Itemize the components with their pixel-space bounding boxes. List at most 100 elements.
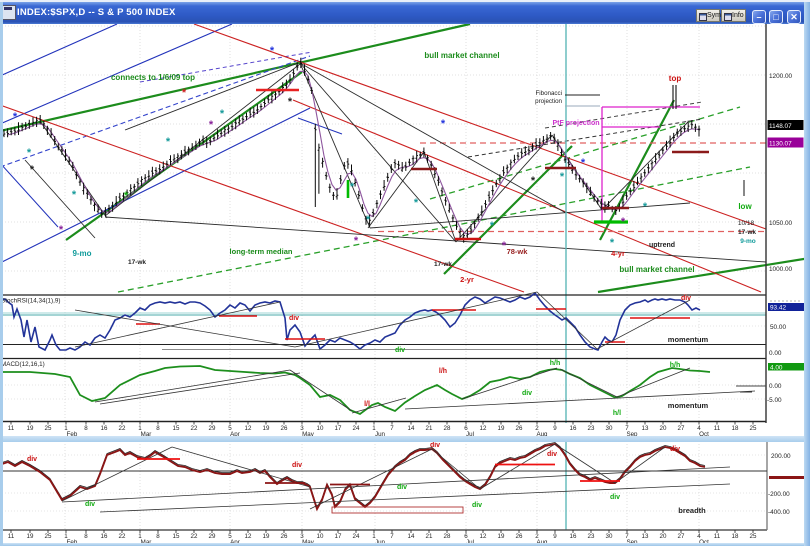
svg-text:19: 19 xyxy=(27,425,34,432)
svg-text:4: 4 xyxy=(697,533,701,540)
svg-text:5: 5 xyxy=(228,533,232,540)
svg-text:*: * xyxy=(288,96,293,108)
svg-text:Feb: Feb xyxy=(67,431,78,438)
svg-text:12: 12 xyxy=(480,533,487,540)
svg-text:21: 21 xyxy=(426,533,433,540)
svg-text:16: 16 xyxy=(570,425,577,432)
svg-text:17-wk: 17-wk xyxy=(738,229,756,236)
svg-text:May: May xyxy=(302,431,315,438)
svg-text:*: * xyxy=(502,240,507,252)
svg-text:9-mo: 9-mo xyxy=(72,249,91,258)
svg-text:50.00: 50.00 xyxy=(770,324,786,331)
svg-text:PtF projection: PtF projection xyxy=(552,120,599,127)
svg-text:connects to 1/6/09 top: connects to 1/6/09 top xyxy=(111,73,195,82)
svg-text:*: * xyxy=(27,147,32,159)
svg-text:11: 11 xyxy=(714,533,721,540)
svg-text:1: 1 xyxy=(372,425,376,432)
svg-text:10: 10 xyxy=(317,425,324,432)
svg-text:25: 25 xyxy=(45,533,52,540)
svg-text:28: 28 xyxy=(444,533,451,540)
svg-text:17-wk: 17-wk xyxy=(128,259,146,266)
svg-text:*: * xyxy=(414,197,419,209)
svg-text:div: div xyxy=(397,484,407,491)
svg-text:16: 16 xyxy=(570,533,577,540)
svg-text:25: 25 xyxy=(750,425,757,432)
svg-text:*: * xyxy=(560,171,565,183)
svg-text:momentum: momentum xyxy=(668,401,709,410)
svg-text:Aug: Aug xyxy=(536,431,548,438)
svg-text:15: 15 xyxy=(173,425,180,432)
svg-text:bull market channel: bull market channel xyxy=(619,265,694,274)
svg-text:7: 7 xyxy=(625,533,629,540)
svg-text:1: 1 xyxy=(64,533,68,540)
svg-text:8: 8 xyxy=(84,425,88,432)
svg-text:30: 30 xyxy=(606,425,613,432)
svg-text:10: 10 xyxy=(317,533,324,540)
svg-text:momentum: momentum xyxy=(668,335,709,344)
svg-text:7: 7 xyxy=(625,425,629,432)
svg-text:11: 11 xyxy=(8,425,15,432)
svg-text:11: 11 xyxy=(8,533,15,540)
svg-text:16: 16 xyxy=(101,533,108,540)
svg-text:2-yr: 2-yr xyxy=(460,275,474,284)
svg-text:h/l: h/l xyxy=(613,410,621,417)
svg-text:*: * xyxy=(209,119,214,131)
svg-text:Apr: Apr xyxy=(230,431,240,438)
svg-text:Mar: Mar xyxy=(141,431,152,438)
svg-text:29: 29 xyxy=(209,425,216,432)
svg-text:19: 19 xyxy=(263,533,270,540)
svg-text:*: * xyxy=(366,214,371,226)
svg-text:1050.00: 1050.00 xyxy=(769,220,793,227)
svg-text:22: 22 xyxy=(191,533,198,540)
svg-text:26: 26 xyxy=(516,533,523,540)
svg-text:29: 29 xyxy=(209,533,216,540)
svg-text:15: 15 xyxy=(173,533,180,540)
svg-text:19: 19 xyxy=(498,425,505,432)
svg-text:30: 30 xyxy=(606,533,613,540)
svg-text:*: * xyxy=(124,190,129,202)
svg-text:3: 3 xyxy=(300,425,304,432)
svg-text:9-mo: 9-mo xyxy=(740,238,756,245)
svg-text:div: div xyxy=(27,456,37,463)
svg-text:5: 5 xyxy=(228,425,232,432)
svg-text:25: 25 xyxy=(750,533,757,540)
svg-text:9: 9 xyxy=(553,425,557,432)
svg-text:-200.00: -200.00 xyxy=(768,491,790,498)
svg-text:19: 19 xyxy=(27,533,34,540)
svg-text:17: 17 xyxy=(335,425,342,432)
svg-text:11: 11 xyxy=(714,425,721,432)
svg-text:13: 13 xyxy=(642,425,649,432)
svg-text:*: * xyxy=(643,201,648,213)
svg-text:1000.00: 1000.00 xyxy=(769,266,793,273)
svg-text:div: div xyxy=(430,442,440,449)
svg-text:18: 18 xyxy=(732,425,739,432)
svg-text:23: 23 xyxy=(588,533,595,540)
svg-text:low: low xyxy=(738,202,752,211)
svg-text:10/18: 10/18 xyxy=(738,220,755,227)
svg-text:8: 8 xyxy=(156,533,160,540)
svg-text:4: 4 xyxy=(697,425,701,432)
svg-text:-400.00: -400.00 xyxy=(768,509,790,516)
svg-text:h/h: h/h xyxy=(670,362,681,369)
svg-text:1: 1 xyxy=(138,533,142,540)
svg-text:200.00: 200.00 xyxy=(771,453,791,460)
svg-text:div: div xyxy=(292,462,302,469)
svg-text:*: * xyxy=(531,175,536,187)
svg-text:3: 3 xyxy=(300,533,304,540)
svg-text:6: 6 xyxy=(464,533,468,540)
svg-text:24: 24 xyxy=(353,533,360,540)
svg-text:*: * xyxy=(610,237,615,249)
svg-text:16: 16 xyxy=(101,425,108,432)
svg-text:19: 19 xyxy=(498,533,505,540)
svg-text:1: 1 xyxy=(372,533,376,540)
svg-text:*: * xyxy=(30,164,35,176)
svg-text:23: 23 xyxy=(588,425,595,432)
svg-text:StochRSI(14,34(1),9): StochRSI(14,34(1),9) xyxy=(1,298,61,305)
svg-text:22: 22 xyxy=(119,425,126,432)
svg-text:MACD(12,16,1): MACD(12,16,1) xyxy=(1,361,45,368)
svg-text:-5.00: -5.00 xyxy=(767,397,782,404)
svg-text:1148.07: 1148.07 xyxy=(769,123,792,130)
svg-text:20: 20 xyxy=(660,533,667,540)
svg-text:20: 20 xyxy=(660,425,667,432)
svg-text:0.00: 0.00 xyxy=(769,350,782,357)
